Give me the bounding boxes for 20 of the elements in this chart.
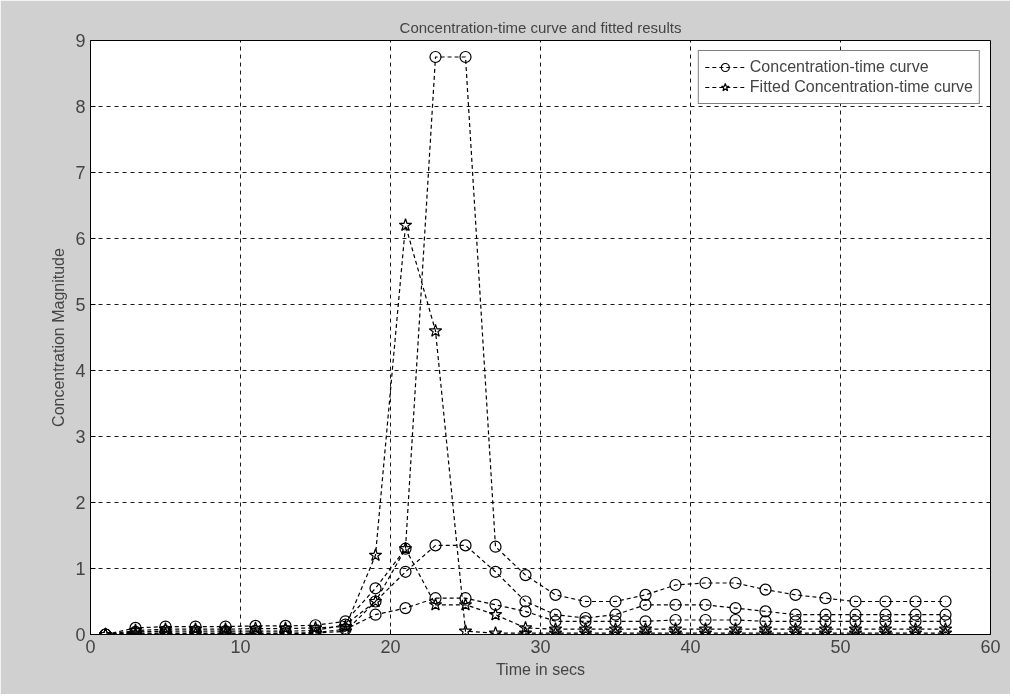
y-tick-label: 1 [75, 559, 86, 579]
x-tick-label: 10 [230, 636, 251, 657]
x-tick-label: 40 [680, 636, 701, 657]
x-tick-label: 30 [530, 636, 551, 657]
y-axis-title: Concentration Magnitude [50, 248, 68, 427]
x-axis-title: Time in secs [495, 660, 586, 678]
y-tick-label: 6 [75, 229, 86, 249]
x-tick-label: 50 [830, 636, 851, 657]
chart-title: Concentration-time curve and fitted results [399, 18, 682, 36]
y-tick-label: 5 [75, 295, 86, 315]
legend-label: Fitted Concentration-time curve [749, 78, 973, 96]
x-tick-label: 20 [380, 636, 401, 657]
y-tick-label: 9 [75, 31, 86, 51]
y-tick-label: 2 [75, 493, 86, 513]
y-tick-label: 4 [75, 361, 86, 381]
y-tick-label: 8 [75, 97, 86, 117]
y-tick-label: 7 [75, 163, 86, 183]
x-tick-label: 60 [980, 636, 1001, 657]
y-tick-label: 3 [75, 427, 86, 447]
legend-label: Concentration-time curve [749, 58, 929, 76]
